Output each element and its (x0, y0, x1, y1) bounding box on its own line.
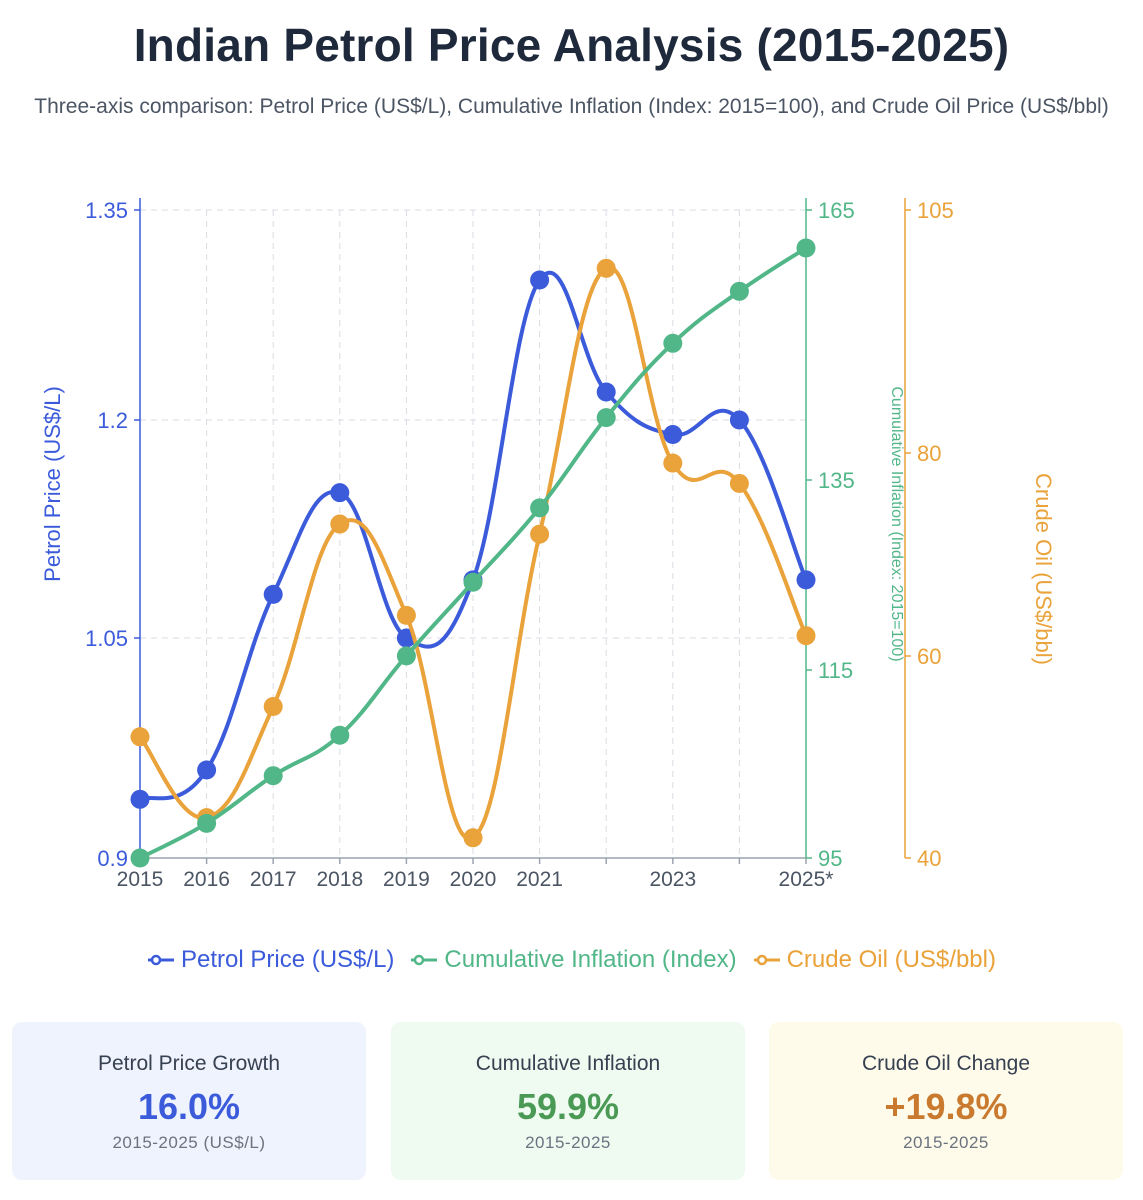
y3-tick-label: 40 (917, 846, 941, 871)
y1-tick-label: 1.2 (97, 408, 128, 433)
chart-legend: Petrol Price (US$/L) Cumulative Inflatio… (0, 940, 1143, 980)
legend-label-inflation: Cumulative Inflation (Index) (444, 946, 737, 973)
data-point-inflation (330, 725, 350, 745)
y1-tick-label: 1.35 (85, 198, 128, 223)
series-line-petrol (138, 270, 808, 802)
data-point-inflation (729, 281, 749, 301)
x-tick-label: 2015 (117, 868, 164, 891)
y2-tick-label: 95 (818, 846, 842, 871)
y2-axis-title: Cumulative Inflation (Index: 2015=100) (888, 386, 905, 661)
data-point-crude (530, 524, 550, 544)
data-point-crude (729, 473, 749, 493)
card-subtitle: 2015-2025 (903, 1133, 989, 1152)
page-title: Indian Petrol Price Analysis (2015-2025) (133, 19, 1010, 71)
card-petrol-growth: Petrol Price Growth 16.0% 2015-2025 (US$… (12, 1022, 366, 1180)
legend-label-crude: Crude Oil (US$/bbl) (786, 946, 996, 973)
legend-item-crude[interactable]: Crude Oil (US$/bbl) (753, 946, 996, 974)
y1-tick-label: 0.9 (97, 846, 128, 871)
y1-axis-title: Petrol Price (US$/L) (40, 386, 65, 582)
data-point-petrol (197, 760, 217, 780)
summary-cards: Petrol Price Growth 16.0% 2015-2025 (US$… (12, 1022, 1123, 1180)
data-point-crude (263, 697, 283, 716)
y3-tick-label: 105 (917, 198, 954, 223)
data-point-petrol (596, 382, 616, 402)
data-point-crude (330, 514, 350, 534)
legend-dot-petrol (150, 954, 162, 966)
page-subtitle: Three-axis comparison: Petrol Price (US$… (34, 95, 1109, 118)
data-point-inflation (796, 238, 816, 258)
card-cumulative-inflation: Cumulative Inflation 59.9% 2015-2025 (391, 1022, 745, 1180)
legend-item-inflation[interactable]: Cumulative Inflation (Index) (410, 946, 737, 974)
y2-tick-label: 115 (818, 658, 853, 683)
data-point-petrol (130, 789, 150, 809)
x-tick-label: 2020 (450, 868, 497, 891)
legend-marker-inflation-icon (411, 954, 438, 966)
data-point-crude (796, 626, 816, 646)
data-point-petrol (663, 425, 683, 445)
data-point-crude (463, 828, 483, 848)
data-point-petrol (796, 570, 816, 590)
data-point-inflation (663, 333, 683, 353)
card-subtitle: 2015-2025 (525, 1133, 611, 1152)
card-value: +19.8% (884, 1086, 1008, 1127)
data-point-inflation (197, 813, 217, 833)
card-value: 59.9% (516, 1086, 620, 1127)
data-point-petrol (729, 410, 749, 430)
x-tick-label: 2019 (383, 868, 430, 891)
data-point-petrol (330, 483, 350, 503)
x-tick-label: 2023 (649, 868, 696, 891)
data-point-inflation (596, 408, 616, 428)
data-point-crude (396, 605, 416, 625)
data-point-crude (663, 453, 683, 473)
y1-tick-label: 1.05 (85, 626, 128, 651)
y2-tick-label: 135 (818, 468, 855, 493)
y3-tick-label: 80 (917, 441, 941, 466)
y3-tick-label: 60 (917, 644, 941, 669)
legend-item-petrol[interactable]: Petrol Price (US$/L) (147, 946, 394, 974)
legend-dot-crude (756, 954, 767, 966)
x-tick-label: 2021 (516, 868, 563, 891)
x-tick-label: 2016 (183, 868, 230, 891)
card-subtitle: 2015-2025 (US$/L) (112, 1133, 266, 1152)
data-point-petrol (263, 584, 283, 604)
x-tick-label: 2018 (316, 868, 363, 891)
legend-marker-petrol-icon (148, 954, 175, 966)
y2-tick-label: 165 (818, 198, 855, 223)
data-point-petrol (530, 270, 550, 290)
data-point-inflation (130, 848, 150, 868)
legend-label-petrol: Petrol Price (US$/L) (181, 946, 395, 973)
x-tick-label: 2017 (250, 868, 297, 891)
data-point-inflation (530, 498, 550, 518)
data-point-inflation (263, 766, 283, 786)
y3-axis-title: Crude Oil (US$/bbl) (1031, 473, 1056, 665)
data-point-crude (596, 258, 616, 278)
card-value: 16.0% (137, 1086, 241, 1127)
data-point-crude (130, 727, 150, 747)
card-title: Cumulative Inflation (475, 1052, 661, 1075)
data-point-inflation (463, 572, 483, 592)
data-point-inflation (396, 646, 416, 666)
legend-marker-crude-icon (753, 954, 780, 966)
x-tick-label: 2025* (779, 868, 834, 891)
legend-dot-inflation (414, 954, 425, 966)
card-title: Petrol Price Growth (97, 1052, 281, 1075)
card-title: Crude Oil Change (861, 1052, 1031, 1075)
chart: 1.35 1.2 1.05 0.9 Petrol Price (US$/L) 2015 20… (40, 198, 1056, 891)
card-crude-change: Crude Oil Change +19.8% 2015-2025 (769, 1022, 1123, 1180)
